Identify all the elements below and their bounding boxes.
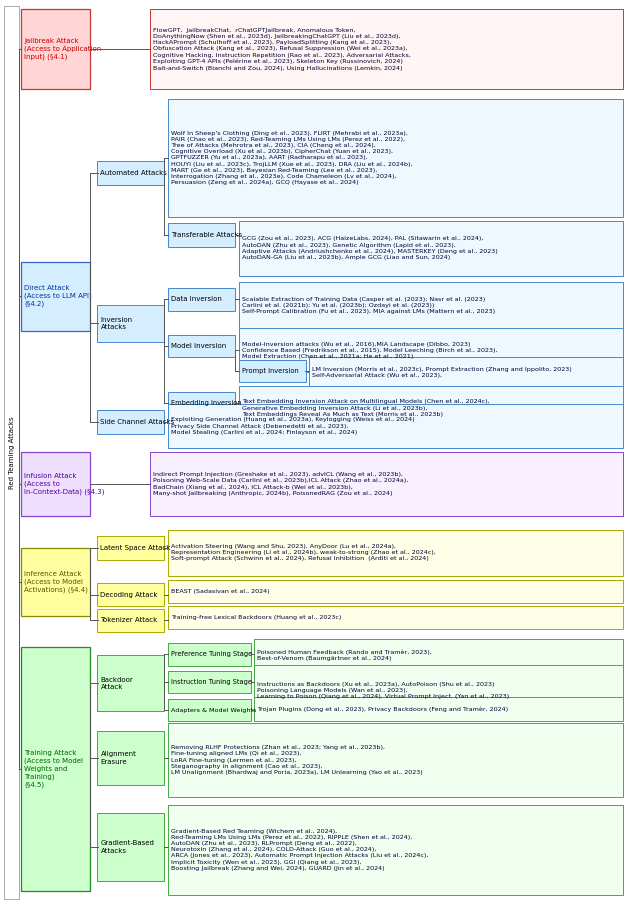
Text: Alignment
Erasure: Alignment Erasure: [100, 751, 136, 765]
FancyBboxPatch shape: [239, 328, 623, 372]
FancyBboxPatch shape: [150, 9, 623, 89]
FancyBboxPatch shape: [168, 335, 235, 358]
Text: Prompt Inversion: Prompt Inversion: [242, 369, 298, 374]
FancyBboxPatch shape: [97, 161, 164, 185]
Text: Transferable Attacks: Transferable Attacks: [171, 232, 243, 238]
FancyBboxPatch shape: [21, 9, 90, 89]
FancyBboxPatch shape: [97, 305, 164, 341]
FancyBboxPatch shape: [21, 548, 90, 616]
FancyBboxPatch shape: [168, 580, 623, 603]
Text: Training-free Lexical Backdoors (Huang et al., 2023c): Training-free Lexical Backdoors (Huang e…: [171, 615, 342, 620]
FancyBboxPatch shape: [97, 813, 164, 881]
Text: Poisoned Human Feedback (Rando and Tramèr, 2023),
Best-of-Venom (Baumgärtner et : Poisoned Human Feedback (Rando and Tramè…: [257, 649, 432, 661]
Text: Data Inversion: Data Inversion: [171, 297, 222, 302]
FancyBboxPatch shape: [21, 262, 90, 331]
Text: Activation Steering (Wang and Shu, 2023), AnyDoor (Lu et al., 2024a),
Representa: Activation Steering (Wang and Shu, 2023)…: [171, 544, 436, 561]
Text: Training Attack
(Access to Model
Weights and
Training)
(§4.5): Training Attack (Access to Model Weights…: [24, 750, 83, 788]
Text: Removing RLHF Protections (Zhan et al., 2023; Yang et al., 2023b),
Fine-tuning a: Removing RLHF Protections (Zhan et al., …: [171, 745, 423, 775]
Text: Backdoor
Attack: Backdoor Attack: [100, 676, 133, 690]
FancyBboxPatch shape: [97, 536, 164, 560]
FancyBboxPatch shape: [168, 99, 623, 217]
Text: Indirect Prompt Injection (Greshake et al., 2023), advICL (Wang et al., 2023b),
: Indirect Prompt Injection (Greshake et a…: [154, 472, 409, 496]
FancyBboxPatch shape: [239, 386, 623, 430]
FancyBboxPatch shape: [168, 392, 235, 414]
Text: GCG (Zou et al., 2023), ACG (HaizeLabs, 2024), PAL (Sitawarin et al., 2024),
Aut: GCG (Zou et al., 2023), ACG (HaizeLabs, …: [242, 236, 497, 260]
FancyBboxPatch shape: [21, 647, 90, 891]
FancyBboxPatch shape: [168, 671, 251, 694]
Text: Preference Tuning Stage: Preference Tuning Stage: [171, 651, 252, 657]
FancyBboxPatch shape: [168, 222, 235, 247]
FancyBboxPatch shape: [239, 360, 306, 382]
Text: Gradient-Based
Attacks: Gradient-Based Attacks: [100, 840, 154, 854]
Text: LM Inversion (Morris et al., 2023c), Prompt Extraction (Zhang and Ippolito, 2023: LM Inversion (Morris et al., 2023c), Pro…: [312, 367, 572, 378]
Text: Gradient-Based Red Teaming (Wichem et al., 2024),
Red-Teaming LMs Using LMs (Per: Gradient-Based Red Teaming (Wichem et al…: [171, 829, 428, 871]
Text: Direct Attack
(Access to LLM API)
(§4.2): Direct Attack (Access to LLM API) (§4.2): [24, 285, 92, 308]
Text: Text Embedding Inversion Attack on Multilingual Models (Chen et al., 2024c),
Gen: Text Embedding Inversion Attack on Multi…: [242, 400, 490, 417]
FancyBboxPatch shape: [97, 656, 164, 711]
Text: Jailbreak Attack
(Access to Application
Input) (§4.1): Jailbreak Attack (Access to Application …: [24, 38, 101, 60]
Text: Trojan Plugins (Dong et al., 2023), Privacy Backdoors (Feng and Tramèr, 2024): Trojan Plugins (Dong et al., 2023), Priv…: [257, 706, 509, 712]
FancyBboxPatch shape: [97, 410, 164, 434]
FancyBboxPatch shape: [239, 221, 623, 276]
FancyBboxPatch shape: [168, 607, 623, 628]
FancyBboxPatch shape: [168, 404, 623, 449]
FancyBboxPatch shape: [309, 357, 623, 388]
FancyBboxPatch shape: [97, 584, 164, 606]
Text: Model Inversion: Model Inversion: [171, 343, 227, 350]
FancyBboxPatch shape: [4, 6, 19, 899]
Text: Embedding Inversion: Embedding Inversion: [171, 400, 242, 406]
Text: Inference Attack
(Access to Model
Activations) (§4.4): Inference Attack (Access to Model Activa…: [24, 570, 88, 593]
Text: FlowGPT,  JailbreakChat,  rChatGPTJailbreak, Anomalous Token,
DoAnythingNow (She: FlowGPT, JailbreakChat, rChatGPTJailbrea…: [154, 28, 412, 71]
FancyBboxPatch shape: [21, 452, 90, 516]
FancyBboxPatch shape: [239, 282, 623, 329]
Text: Instructions as Backdoors (Xu et al., 2023a), AutoPoison (Shu et al., 2023)
Pois: Instructions as Backdoors (Xu et al., 20…: [257, 682, 509, 699]
Text: Automated Attacks: Automated Attacks: [100, 170, 167, 176]
Text: Model-Inversion attacks (Wu et al., 2016),MIA Landscape (Dibbo, 2023)
Confidence: Model-Inversion attacks (Wu et al., 2016…: [242, 341, 497, 359]
Text: BEAST (Sadasivan et al., 2024): BEAST (Sadasivan et al., 2024): [171, 589, 269, 594]
Text: Latent Space Attack: Latent Space Attack: [100, 545, 171, 551]
FancyBboxPatch shape: [168, 804, 623, 895]
FancyBboxPatch shape: [168, 643, 251, 666]
FancyBboxPatch shape: [168, 699, 251, 721]
Text: Red Teaming Attacks: Red Teaming Attacks: [9, 416, 15, 489]
FancyBboxPatch shape: [168, 289, 235, 311]
FancyBboxPatch shape: [254, 697, 623, 721]
FancyBboxPatch shape: [150, 452, 623, 516]
FancyBboxPatch shape: [168, 723, 623, 797]
Text: Exploiting Generation (Huang et al., 2023a), Keylogging (Weiss et al., 2024)
Pri: Exploiting Generation (Huang et al., 202…: [171, 418, 415, 435]
FancyBboxPatch shape: [97, 731, 164, 785]
Text: Adapters & Model Weights: Adapters & Model Weights: [171, 707, 257, 713]
Text: Decoding Attack: Decoding Attack: [100, 592, 158, 597]
Text: Infusion Attack
(Access to
In-Context-Data) (§4.3): Infusion Attack (Access to In-Context-Da…: [24, 473, 104, 495]
Text: Side Channel Attacks: Side Channel Attacks: [100, 419, 175, 425]
Text: Inversion
Attacks: Inversion Attacks: [100, 317, 132, 331]
Text: Scalable Extraction of Training Data (Casper et al. (2023); Nasr et al. (2023)
C: Scalable Extraction of Training Data (Ca…: [242, 297, 495, 314]
FancyBboxPatch shape: [97, 609, 164, 632]
FancyBboxPatch shape: [254, 639, 623, 672]
Text: Tokenizer Attack: Tokenizer Attack: [100, 617, 157, 624]
Text: Instruction Tuning Stage: Instruction Tuning Stage: [171, 679, 252, 686]
Text: Wolf In Sheep's Clothing (Ding et al., 2023), FLIRT (Mehrabi et al., 2023a),
PAI: Wolf In Sheep's Clothing (Ding et al., 2…: [171, 131, 413, 185]
FancyBboxPatch shape: [168, 529, 623, 576]
FancyBboxPatch shape: [254, 666, 623, 716]
